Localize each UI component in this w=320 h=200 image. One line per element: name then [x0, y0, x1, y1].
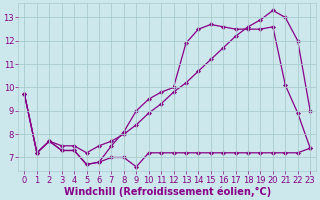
X-axis label: Windchill (Refroidissement éolien,°C): Windchill (Refroidissement éolien,°C): [64, 186, 271, 197]
